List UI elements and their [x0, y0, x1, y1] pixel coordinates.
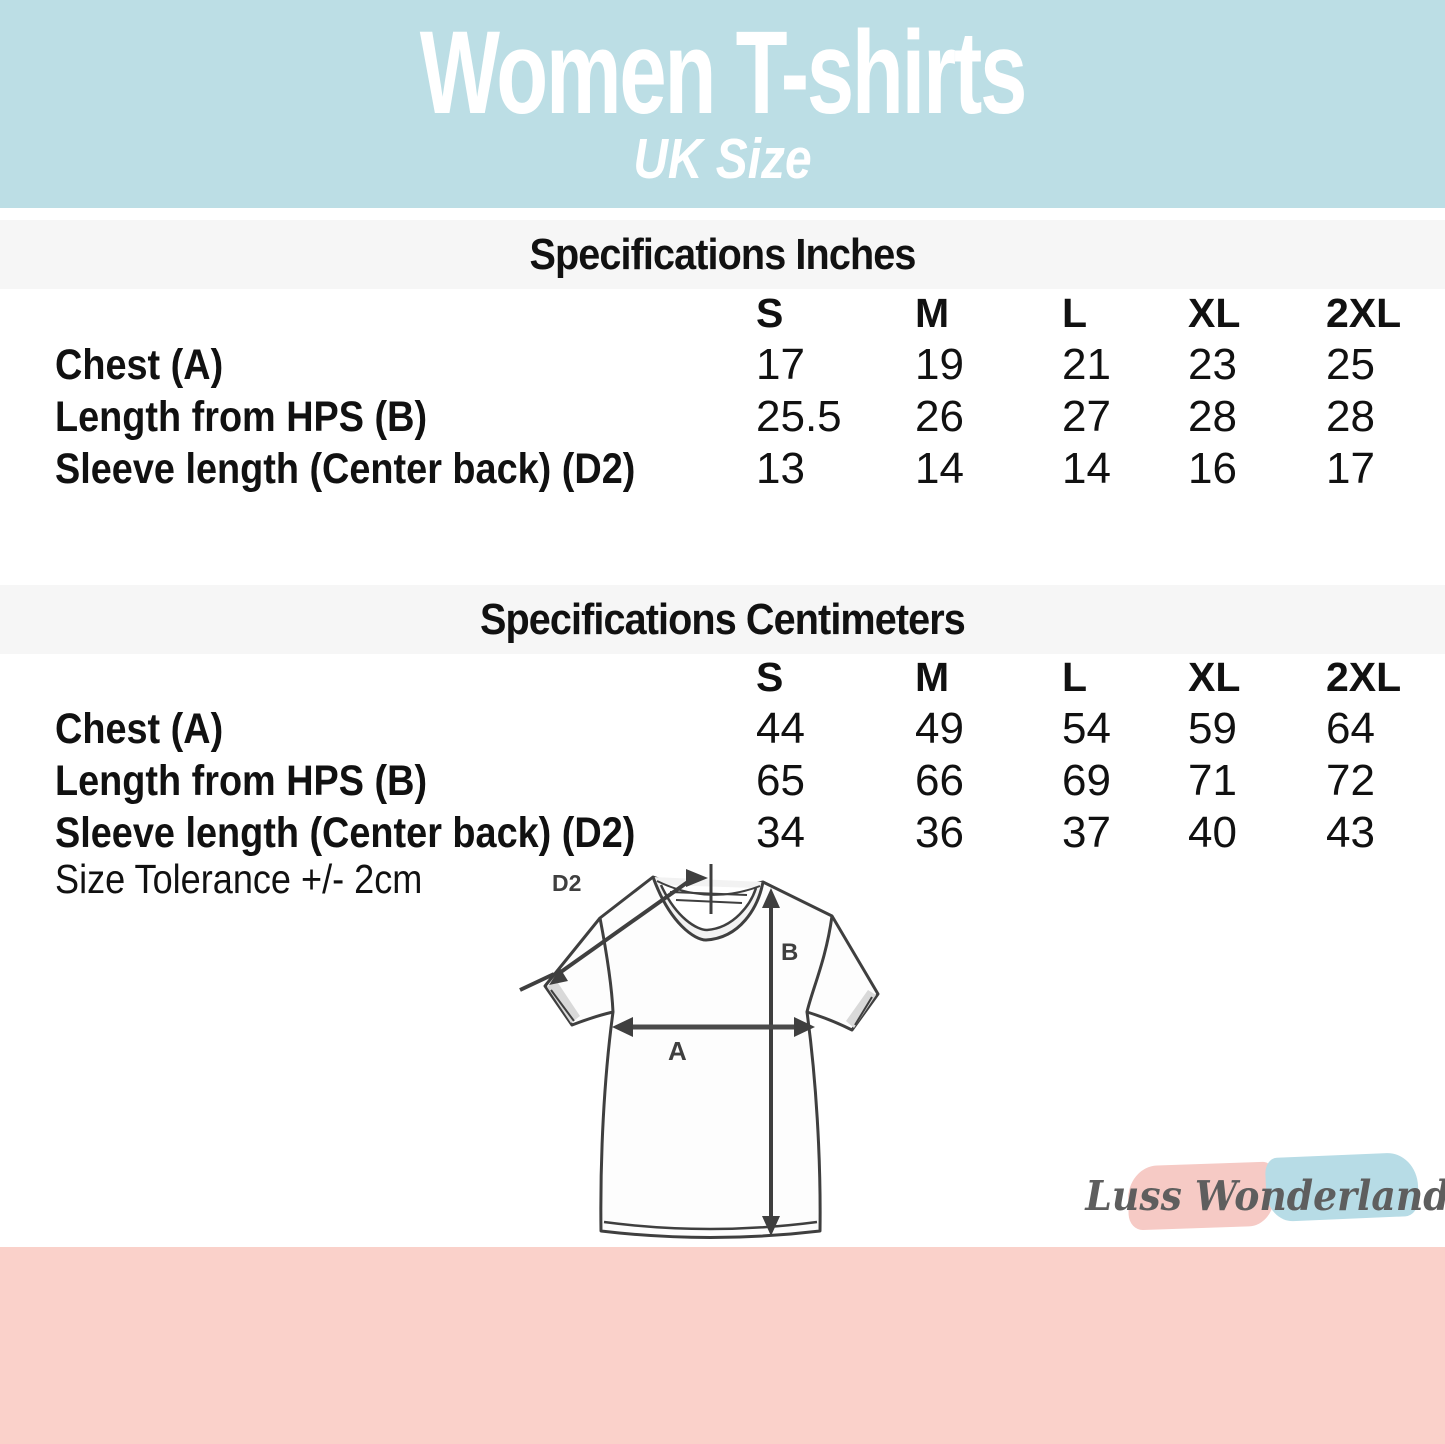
measure-d2-arrow-top [686, 869, 708, 887]
label-a: A [668, 1036, 687, 1066]
label-b: B [781, 939, 798, 966]
spec-table-inches: S M L XL 2XL Chest (A) 17 19 21 23 25 Le… [0, 287, 1445, 495]
value-cell: 69 [1062, 756, 1111, 805]
page-title: Women T-shirts [419, 7, 1028, 139]
empty-corner-cell [0, 287, 756, 339]
left-sleeve-seam [598, 917, 615, 1013]
value-cell: 44 [756, 704, 805, 753]
col-header-s: S [756, 290, 784, 336]
size-header-row: S M L XL 2XL [0, 651, 1445, 703]
measure-d2-line [556, 877, 694, 976]
row-label: Sleeve length (Center back) (D2) [55, 809, 636, 857]
value-cell: 17 [1326, 444, 1375, 493]
col-header-xl: XL [1188, 290, 1241, 336]
value-cell: 64 [1326, 704, 1375, 753]
section-title-inches-text: Specifications Inches [529, 229, 916, 279]
measure-a-arrow-left [612, 1017, 633, 1037]
row-label: Length from HPS (B) [55, 757, 428, 805]
spec-table-centimeters: S M L XL 2XL Chest (A) 44 49 54 59 64 Le… [0, 651, 1445, 859]
value-cell: 26 [915, 392, 964, 441]
col-header-2xl: 2XL [1326, 290, 1402, 336]
label-d2: D2 [552, 870, 581, 896]
value-cell: 72 [1326, 756, 1375, 805]
col-header-m: M [915, 654, 950, 700]
size-tolerance-note: Size Tolerance +/- 2cm [55, 856, 423, 902]
value-cell: 27 [1062, 392, 1111, 441]
size-header-row: S M L XL 2XL [0, 287, 1445, 339]
col-header-xl: XL [1188, 654, 1241, 700]
value-cell: 21 [1062, 340, 1111, 389]
value-cell: 59 [1188, 704, 1237, 753]
right-sleeve-shading [846, 990, 876, 1028]
value-cell: 14 [1062, 444, 1111, 493]
value-cell: 54 [1062, 704, 1111, 753]
value-cell: 65 [756, 756, 805, 805]
collar-hatch-1 [669, 891, 748, 896]
value-cell: 49 [915, 704, 964, 753]
col-header-s: S [756, 654, 784, 700]
col-header-2xl: 2XL [1326, 654, 1402, 700]
value-cell: 71 [1188, 756, 1237, 805]
d2-extension-tick [519, 972, 555, 992]
hem-stitch [603, 1220, 818, 1231]
measure-a-arrow-right [794, 1017, 815, 1037]
tshirt-measurement-diagram: B A D2 [519, 864, 880, 1239]
value-cell: 13 [756, 444, 805, 493]
footer-band [0, 1247, 1445, 1444]
tshirt-outline [543, 875, 880, 1239]
value-cell: 36 [915, 808, 964, 857]
section-title-centimeters-text: Specifications Centimeters [480, 594, 966, 644]
value-cell: 25 [1326, 340, 1375, 389]
table-row-length: Length from HPS (B) 25.5 26 27 28 28 [0, 391, 1445, 443]
brand-logo: Luss Wonderland [1085, 1148, 1445, 1244]
section-title-inches: Specifications Inches [0, 220, 1445, 289]
value-cell: 16 [1188, 444, 1237, 493]
left-sleeve-stitch [550, 989, 575, 1022]
value-cell: 28 [1326, 392, 1375, 441]
table-row-length: Length from HPS (B) 65 66 69 71 72 [0, 755, 1445, 807]
table-row-chest: Chest (A) 17 19 21 23 25 [0, 339, 1445, 391]
value-cell: 66 [915, 756, 964, 805]
col-header-l: L [1062, 654, 1088, 700]
brand-logo-text: Luss Wonderland [1085, 1172, 1445, 1220]
collar-back-line [656, 880, 761, 896]
collar-inner [659, 884, 758, 932]
right-sleeve-stitch [854, 996, 873, 1026]
value-cell: 19 [915, 340, 964, 389]
measure-b-arrow-bottom [762, 1216, 780, 1236]
table-row-sleeve: Sleeve length (Center back) (D2) 34 36 3… [0, 807, 1445, 859]
table-row-sleeve: Sleeve length (Center back) (D2) 13 14 1… [0, 443, 1445, 495]
measure-b-arrow-top [762, 888, 780, 908]
left-sleeve-shading [547, 980, 580, 1023]
page-subtitle: UK Size [633, 126, 812, 191]
value-cell: 25.5 [756, 392, 842, 441]
value-cell: 34 [756, 808, 805, 857]
row-label: Length from HPS (B) [55, 393, 428, 441]
col-header-m: M [915, 290, 950, 336]
measure-d2-arrow-bottom [549, 968, 568, 985]
value-cell: 17 [756, 340, 805, 389]
row-label: Sleeve length (Center back) (D2) [55, 445, 636, 493]
collar-hatch-2 [675, 899, 743, 904]
empty-corner-cell [0, 651, 756, 703]
value-cell: 23 [1188, 340, 1237, 389]
header-banner: Women T-shirts UK Size [0, 0, 1445, 208]
section-title-centimeters: Specifications Centimeters [0, 585, 1445, 654]
right-sleeve-seam [805, 915, 834, 1013]
value-cell: 43 [1326, 808, 1375, 857]
row-label: Chest (A) [55, 705, 224, 753]
col-header-l: L [1062, 290, 1088, 336]
value-cell: 14 [915, 444, 964, 493]
table-row-chest: Chest (A) 44 49 54 59 64 [0, 703, 1445, 755]
value-cell: 28 [1188, 392, 1237, 441]
row-label: Chest (A) [55, 341, 224, 389]
value-cell: 40 [1188, 808, 1237, 857]
value-cell: 37 [1062, 808, 1111, 857]
